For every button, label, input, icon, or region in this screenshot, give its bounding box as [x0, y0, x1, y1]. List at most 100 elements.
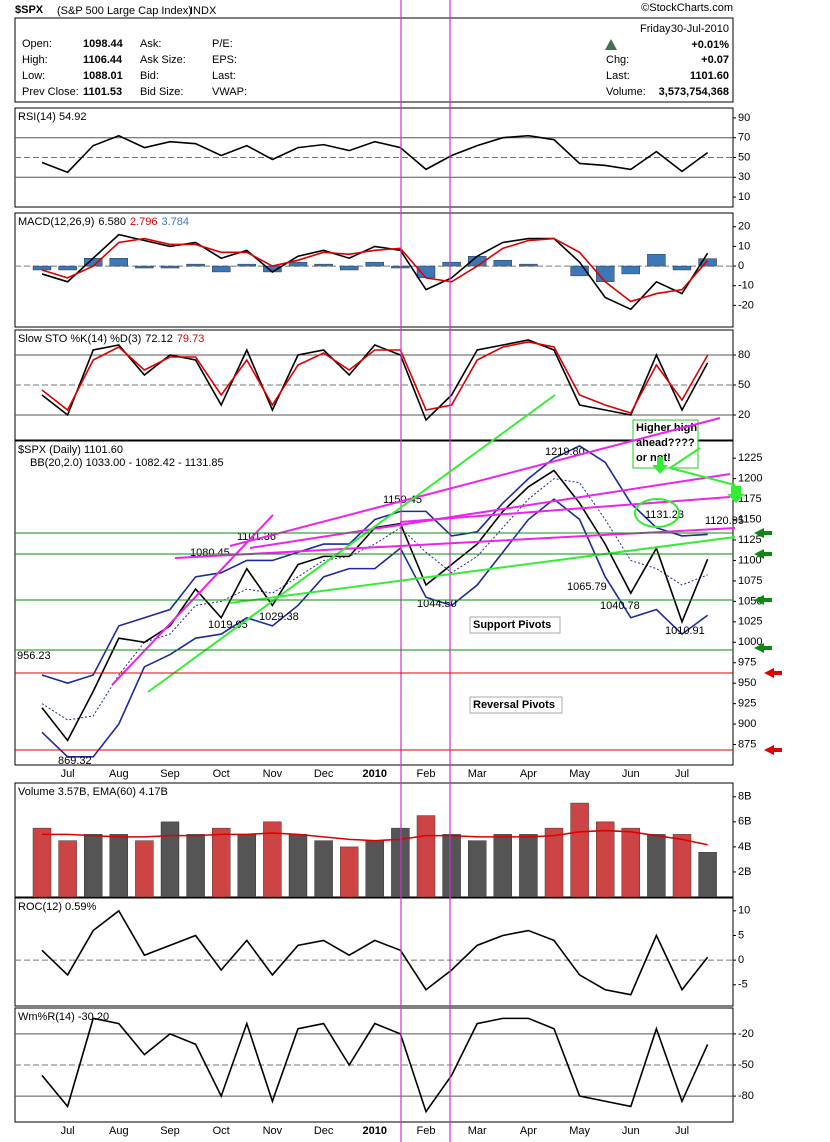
- note-text: or not!: [636, 452, 671, 464]
- pivot-label: 1010.91: [665, 625, 705, 637]
- pivot-label: 1219.80: [545, 446, 585, 458]
- symbol: $SPX: [15, 4, 44, 16]
- x-tick-label: Dec: [314, 768, 334, 780]
- bar: [32, 827, 52, 898]
- pivot-label: 869.32: [58, 755, 92, 767]
- bar: [493, 834, 512, 898]
- title-text: $SPX (Daily) 1101.60: [18, 444, 123, 456]
- y-tick-label: -80: [738, 1090, 754, 1102]
- bar: [647, 254, 666, 267]
- quote-value: +0.07: [701, 54, 729, 66]
- bar: [186, 263, 205, 267]
- x-tick-label: 2010: [363, 768, 387, 780]
- x-tick-label: May: [569, 1125, 590, 1137]
- panel-frame: [14, 107, 734, 208]
- note-text: Higher high: [636, 422, 697, 434]
- bar: [237, 834, 257, 898]
- y-tick-label: 1225: [738, 452, 762, 464]
- bar: [442, 834, 461, 898]
- quote-value: 1101.53: [83, 86, 122, 98]
- bar: [672, 265, 692, 271]
- x-tick-label: Oct: [213, 768, 230, 780]
- y-tick-label: 1200: [738, 473, 762, 485]
- y-tick-label: 925: [738, 698, 756, 710]
- y-tick-label: 20: [738, 409, 750, 421]
- highlight-ellipse: [634, 498, 680, 528]
- series-line: [41, 233, 709, 311]
- bar: [314, 840, 333, 898]
- exchange: INDX: [190, 5, 217, 17]
- quote-label: Open:: [22, 38, 52, 50]
- y-tick-label: 950: [738, 677, 756, 689]
- bar: [83, 834, 103, 898]
- bar: [647, 834, 666, 898]
- bar: [288, 261, 308, 267]
- y-tick-label: 30: [738, 171, 750, 183]
- trendline: [147, 394, 556, 693]
- y-tick-label: 10: [738, 905, 750, 917]
- bar: [135, 840, 154, 898]
- y-tick-label: 1125: [738, 534, 762, 546]
- bar: [365, 840, 384, 898]
- quote-label: VWAP:: [212, 86, 247, 98]
- trendline: [249, 473, 731, 549]
- bar: [109, 258, 129, 267]
- bar: [186, 834, 205, 898]
- bar: [58, 265, 77, 271]
- readout: 2.796: [130, 216, 158, 228]
- bar: [544, 827, 564, 898]
- y-tick-label: -20: [738, 299, 754, 311]
- up-triangle: [605, 39, 617, 50]
- y-tick-label: 1075: [738, 575, 762, 587]
- x-tick-label: Jul: [675, 1125, 689, 1137]
- y-tick-label: 1000: [738, 636, 762, 648]
- pivot-label: 1040.78: [600, 600, 640, 612]
- panel-title: Slow STO %K(14) %D(3) 72.12 79.73: [18, 333, 204, 345]
- readout: 3.784: [161, 216, 189, 228]
- series-line: [41, 909, 709, 996]
- title-text: MACD(12,26,9): [18, 216, 94, 228]
- bar: [672, 834, 692, 898]
- quote-label: Bid:: [140, 70, 159, 82]
- readout: 79.73: [177, 333, 205, 345]
- note-text: ahead????: [636, 437, 695, 449]
- quote-box: [14, 17, 734, 103]
- title-text: RSI(14) 54.92: [18, 111, 86, 123]
- y-tick-label: 20: [738, 221, 750, 233]
- x-tick-label: Aug: [109, 768, 129, 780]
- quote-label: Bid Size:: [140, 86, 183, 98]
- quote-label: Prev Close:: [22, 86, 79, 98]
- bar: [340, 846, 359, 898]
- y-tick-label: 1150: [738, 513, 762, 525]
- x-tick-label: Jul: [61, 768, 75, 780]
- note-box: [632, 419, 699, 469]
- y-tick-label: 0: [738, 954, 744, 966]
- title-text: Wm%R(14) -30.20: [18, 1011, 109, 1023]
- bar: [621, 827, 640, 898]
- pivot-label: 1131.23: [645, 509, 684, 521]
- panel-frame: [14, 897, 734, 1007]
- series-line: [41, 444, 708, 685]
- y-tick-label: 70: [738, 132, 750, 144]
- quote-value: 1098.44: [83, 38, 124, 50]
- bar: [596, 821, 615, 898]
- bar: [263, 821, 282, 898]
- y-tick-label: 6B: [738, 816, 751, 828]
- series-line: [41, 1017, 709, 1114]
- y-tick-label: 50: [738, 151, 750, 163]
- bar: [416, 265, 436, 279]
- arrow-line: [669, 467, 736, 486]
- trendline: [399, 496, 731, 523]
- bar: [160, 265, 180, 269]
- pivot-label: 1029.38: [259, 611, 299, 623]
- title-text: ROC(12) 0.59%: [18, 901, 96, 913]
- y-tick-label: -20: [738, 1028, 754, 1040]
- bar: [698, 852, 717, 898]
- bar: [365, 261, 384, 267]
- panel-title: Wm%R(14) -30.20: [18, 1011, 109, 1023]
- quote-label: P/E:: [212, 38, 233, 50]
- y-tick-label: 1175: [738, 493, 762, 505]
- bar: [211, 265, 231, 273]
- arrow: [754, 528, 772, 538]
- y-tick-label: 5: [738, 929, 744, 941]
